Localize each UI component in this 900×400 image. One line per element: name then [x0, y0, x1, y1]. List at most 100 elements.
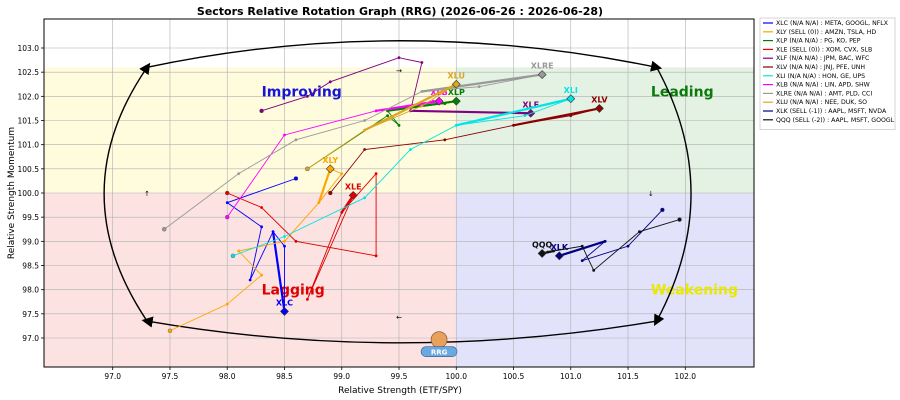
series-head-marker	[325, 164, 335, 174]
legend-entry: XLV (N/A N/A) : JNJ, PFE, UNH	[776, 64, 865, 71]
series-point	[237, 249, 241, 253]
series-start-point	[225, 214, 230, 220]
y-tick-label: 100.5	[18, 165, 40, 174]
series-point	[626, 244, 630, 248]
series-label-xlv: XLV	[591, 95, 608, 104]
legend-entry: XLF (N/A N/A) : JPM, BAC, WFC	[776, 55, 869, 62]
series-point	[397, 56, 401, 60]
series-point	[260, 225, 263, 229]
series-point	[592, 268, 596, 272]
rotation-arc	[146, 40, 663, 72]
x-tick-label: 101.0	[560, 372, 582, 381]
quadrant-leading	[456, 67, 754, 193]
rotation-arc	[141, 316, 657, 344]
series-head-segment	[364, 83, 457, 132]
x-tick-label: 97.0	[104, 372, 121, 381]
y-tick-label: 102.5	[18, 68, 40, 77]
series-tail-xlv	[329, 107, 600, 194]
legend-box	[759, 17, 896, 130]
series-point	[363, 119, 367, 122]
series-xly: XLY	[167, 156, 344, 333]
series-label-xli: XLI	[564, 86, 578, 95]
series-point	[420, 61, 424, 64]
legend: XLC (N/A N/A) : META, GOOGL, NFLX XLY (SE…	[759, 17, 896, 130]
series-label-xly: XLY	[322, 156, 338, 165]
series-point	[294, 138, 298, 142]
series-xlv: XLV	[328, 95, 608, 196]
series-point	[305, 94, 309, 98]
series-point	[225, 302, 229, 306]
logo-text: RRG	[431, 349, 448, 357]
series-head-marker	[434, 96, 444, 106]
chart-title: Sectors Relative Rotation Graph (RRG) (2…	[197, 5, 603, 18]
x-axis-label: Relative Strength (ETF/SPY)	[338, 386, 462, 396]
series-label-qqq: QQQ	[532, 240, 553, 249]
series-point	[580, 259, 584, 263]
series-head-marker	[348, 190, 358, 200]
direction-arrow: ←	[396, 313, 402, 321]
direction-arrow: ↓	[648, 190, 654, 198]
series-start-point	[660, 207, 665, 213]
series-point	[260, 206, 263, 209]
series-point	[580, 244, 584, 248]
legend-entry: XLB (N/A N/A) : LIN, APD, SHW	[776, 82, 870, 89]
y-tick-label: 100.0	[18, 189, 40, 198]
series-label-xlf: XLF	[522, 100, 539, 109]
series-label-xle: XLE	[345, 182, 362, 191]
series-xlk: XLK	[551, 207, 665, 263]
series-start-point	[230, 253, 236, 259]
series-xle: XLE	[225, 172, 378, 301]
plot-frame	[43, 18, 755, 368]
series-label-xlc: XLC	[276, 298, 293, 307]
series-head-segment	[317, 168, 332, 204]
series-start-point	[293, 176, 299, 181]
legend-entry: XLY (SELL (0)) : AMZN, TSLA, HD	[776, 29, 876, 36]
series-point	[260, 273, 263, 277]
series-head-marker	[280, 306, 289, 316]
y-tick-label: 101.5	[18, 117, 40, 126]
logo-banner	[420, 346, 458, 357]
y-tick-label: 97.5	[22, 310, 39, 319]
series-point	[237, 172, 241, 176]
y-tick-label: 98.0	[22, 286, 39, 295]
series-start-point	[305, 166, 310, 172]
series-point	[248, 278, 252, 282]
legend-entry: XLP (N/A N/A) : PG, KO, PEP	[776, 38, 861, 45]
series-point	[283, 239, 286, 243]
series-head-marker	[537, 70, 547, 80]
series-head-segment	[340, 194, 355, 213]
logo-head	[430, 331, 448, 348]
series-point	[283, 235, 286, 238]
y-tick-label: 101.0	[18, 141, 40, 150]
series-head-segment	[513, 107, 600, 127]
series-point	[420, 104, 424, 108]
series-point	[443, 138, 447, 142]
series-start-point	[677, 217, 682, 222]
legend-entry: XLE (SELL (0)) : XOM, CVX, SLB	[776, 46, 872, 53]
y-axis-label: Relative Strength Momentum	[7, 127, 17, 259]
series-tail-xlu	[307, 83, 457, 170]
series-start-point	[167, 328, 173, 333]
series-point	[523, 114, 527, 118]
series-label-xlre: XLRE	[531, 62, 554, 71]
quadrant-weakening	[456, 193, 754, 367]
x-tick-label: 99.5	[391, 372, 408, 381]
series-tail-xly	[169, 168, 343, 332]
series-start-point	[162, 227, 167, 232]
legend-entry: XLRE (N/A N/A) : AMT, PLD, CCI	[776, 90, 872, 97]
series-point	[374, 254, 378, 258]
legend-entry: XLC (N/A N/A) : META, GOOGL, NFLX	[776, 20, 889, 27]
x-tick-label: 101.5	[617, 372, 639, 381]
series-head-marker	[451, 96, 461, 106]
series-point	[386, 114, 389, 118]
y-tick-label: 97.0	[22, 334, 39, 343]
series-point	[225, 201, 229, 205]
series-head-segment	[271, 231, 286, 312]
y-tick-label: 99.0	[22, 237, 39, 246]
series-point	[294, 239, 298, 243]
series-start-point	[225, 190, 230, 196]
x-tick-label: 100.5	[503, 372, 525, 381]
series-xlu: XLU	[305, 71, 465, 172]
series-label-xlk: XLK	[551, 243, 569, 252]
series-point	[409, 148, 412, 151]
